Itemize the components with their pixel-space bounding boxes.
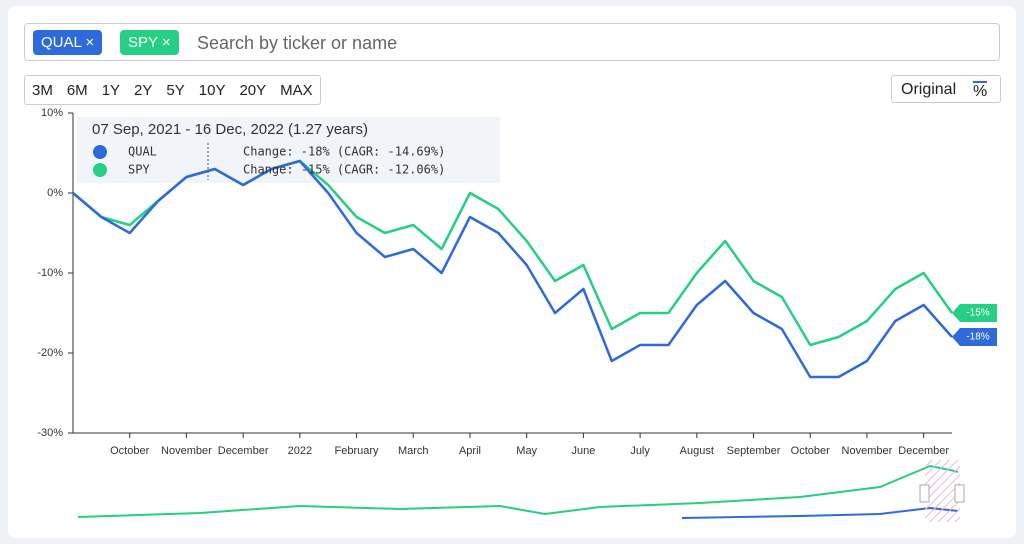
range-button[interactable]: 1Y (101, 82, 121, 99)
x-tick-label: March (398, 445, 429, 457)
chip-label: QUAL (41, 34, 82, 51)
range-button[interactable]: 10Y (198, 82, 226, 99)
series-line (72, 159, 953, 379)
tooltip-title: 07 Sep, 2021 - 16 Dec, 2022 (1.27 years) (92, 121, 368, 138)
range-button[interactable]: 3M (32, 82, 53, 99)
x-tick-label: September (727, 445, 781, 457)
y-tick-label: -10% (37, 267, 63, 279)
mode-original[interactable]: Original (901, 81, 957, 98)
search-box[interactable]: QUAL × SPY × Search by ticker or name (24, 23, 1000, 61)
search-placeholder[interactable]: Search by ticker or name (197, 33, 398, 53)
x-tick-label: August (680, 445, 714, 457)
y-tick-label: -30% (37, 427, 63, 439)
tooltip-name: SPY (128, 163, 150, 177)
chip-remove[interactable]: × (161, 34, 171, 51)
y-tick-label: 10% (41, 107, 63, 119)
x-tick-label: June (571, 445, 595, 457)
x-tick-label: February (335, 445, 380, 457)
range-button[interactable]: MAX (280, 82, 313, 99)
series-line (72, 159, 954, 347)
chip-label: SPY (128, 34, 158, 51)
x-tick-label: 2022 (288, 445, 312, 457)
end-label-bg (952, 328, 997, 346)
ticker-chip[interactable]: QUAL × (33, 30, 103, 55)
range-button[interactable]: 2Y (134, 82, 153, 99)
x-tick-label: November (842, 445, 893, 457)
x-tick-label: October (110, 445, 149, 457)
x-tick-label: November (161, 445, 212, 457)
mode-percent[interactable]: % (973, 81, 988, 100)
range-button[interactable]: 20Y (239, 82, 267, 99)
y-tick-label: 0% (47, 187, 63, 199)
chip-remove[interactable]: × (85, 34, 95, 51)
navigator-window[interactable] (925, 460, 960, 522)
tooltip-name: QUAL (128, 145, 157, 159)
navigator-line (77, 464, 959, 518)
navigator-handle[interactable] (919, 484, 930, 503)
tooltip-bg (77, 117, 500, 183)
y-tick-label: -20% (37, 347, 63, 359)
tooltip-change: Change: -18% (CAGR: -14.69%) (243, 145, 445, 159)
x-tick-label: December (898, 445, 949, 457)
ticker-chip[interactable]: SPY × (120, 30, 179, 55)
x-tick-label: May (516, 445, 537, 457)
end-label: -15% (966, 308, 989, 319)
x-tick-label: December (218, 445, 269, 457)
tooltip-change: Change: -15% (CAGR: -12.06%) (243, 163, 445, 177)
card (8, 6, 1016, 538)
tooltip-dot (93, 145, 107, 159)
navigator-line (681, 506, 959, 519)
tooltip-dot (93, 163, 107, 177)
range-buttons: 3M 6M 1Y 2Y 5Y 10Y 20Y MAX (24, 75, 321, 105)
mode-toggle: Original % (891, 75, 1001, 103)
end-label-bg (952, 304, 997, 322)
x-tick-label: July (630, 445, 650, 457)
range-button[interactable]: 5Y (166, 82, 185, 99)
x-tick-label: October (791, 445, 830, 457)
range-button[interactable]: 6M (66, 82, 88, 99)
end-label: -18% (966, 332, 989, 343)
navigator-handle[interactable] (954, 484, 965, 503)
x-tick-label: April (459, 445, 481, 457)
